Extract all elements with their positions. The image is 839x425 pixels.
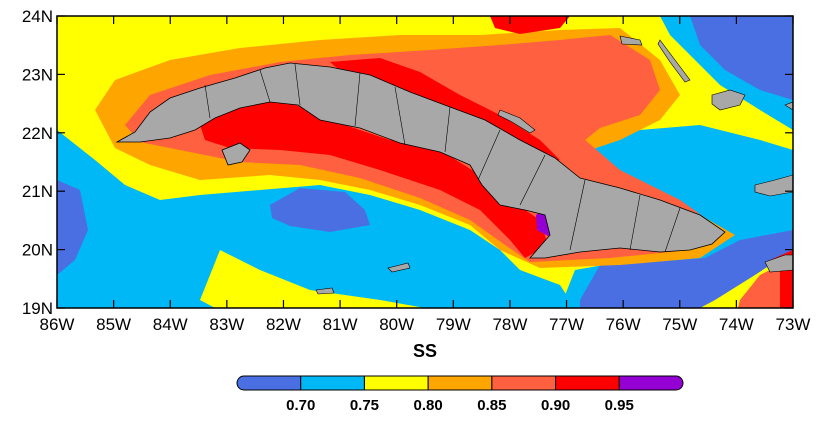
colorbar-label: 0.95 <box>605 397 634 414</box>
lon-tick-label: 79W <box>436 315 471 334</box>
isla-de-la-juventud <box>221 142 251 166</box>
lon-tick-label: 75W <box>662 315 697 334</box>
field-orange-south-east <box>738 265 780 308</box>
colorbar-swatch <box>363 375 429 391</box>
colorbar: 0.70 0.75 0.80 0.85 0.90 0.95 <box>236 375 684 414</box>
colorbar-label: 0.80 <box>414 397 443 414</box>
lon-axis: 86W 85W 84W 83W 82W 81W 80W 79W 78W 77W 76W 75W 74W 7… <box>40 16 811 334</box>
lon-tick-label: 80W <box>379 315 414 334</box>
field-blue-center <box>270 188 370 232</box>
field-blue-north-east <box>690 16 793 100</box>
lon-tick-label: 84W <box>153 315 188 334</box>
map-plot-area <box>57 16 793 308</box>
lat-tick-label: 21N <box>22 182 53 201</box>
lon-tick-label: 76W <box>606 315 641 334</box>
lon-tick-label: 73W <box>776 315 811 334</box>
field-blue-south-east <box>580 230 793 308</box>
lat-tick-label: 23N <box>22 65 53 84</box>
lon-tick-label: 83W <box>209 315 244 334</box>
lon-tick-label: 82W <box>266 315 301 334</box>
lon-tick-label: 77W <box>549 315 584 334</box>
lon-tick-label: 81W <box>323 315 358 334</box>
field-blue-west <box>57 180 88 275</box>
lon-tick-label: 78W <box>492 315 527 334</box>
colorbar-label: 0.85 <box>477 397 506 414</box>
lat-axis: 24N 23N 22N 21N 20N 19N <box>22 7 793 318</box>
field-red-core <box>200 98 548 258</box>
colorbar-label: 0.90 <box>541 397 570 414</box>
keys-and-islets <box>315 35 793 295</box>
colorbar-swatch <box>555 375 620 391</box>
colorbar-swatch <box>491 375 557 391</box>
colorbar-swatch <box>300 375 365 391</box>
colorbar-swatch <box>236 375 302 391</box>
map-frame <box>56 15 794 309</box>
lat-tick-label: 22N <box>22 124 53 143</box>
lon-tick-label: 86W <box>40 315 75 334</box>
province-boundaries <box>204 63 681 253</box>
lat-tick-label: 19N <box>22 299 53 318</box>
lon-tick-label: 74W <box>719 315 754 334</box>
lon-tick-label: 85W <box>96 315 131 334</box>
colorbar-label: 0.75 <box>350 397 379 414</box>
cuba-landmass <box>115 62 726 259</box>
colorbar-swatch <box>427 375 493 391</box>
lat-tick-label: 24N <box>22 7 53 26</box>
colorbar-swatch <box>618 375 684 391</box>
colorbar-label: 0.70 <box>286 397 315 414</box>
axis-title: SS <box>413 341 437 361</box>
lat-tick-label: 20N <box>22 241 53 260</box>
